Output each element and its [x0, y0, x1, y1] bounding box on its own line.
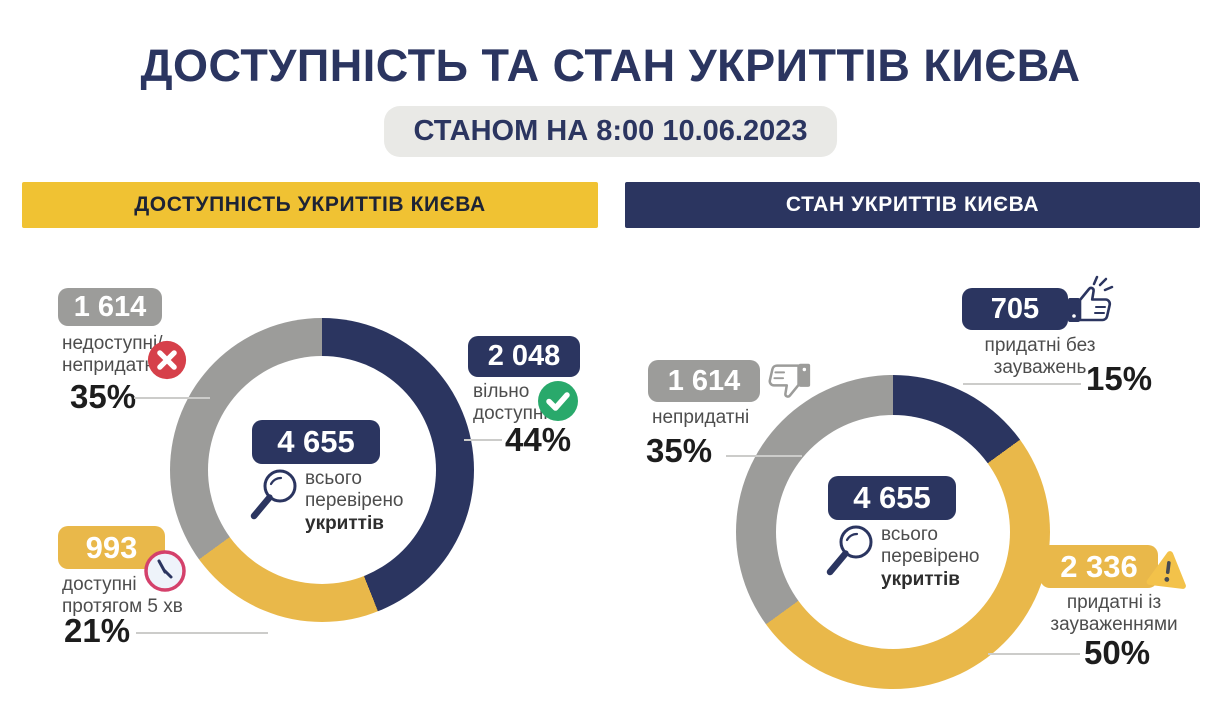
warning-triangle-icon: [1146, 551, 1186, 589]
suitable-with-remarks-label: придатні із зауваженнями: [1050, 592, 1178, 636]
accessible-5min-percent: 21%: [64, 612, 131, 649]
report-timestamp-badge: СТАНОМ НА 8:00 10.06.2023: [383, 106, 838, 157]
page-title: ДОСТУПНІСТЬ ТА СТАН УКРИТТІВ КИЄВА: [140, 40, 1081, 91]
connector-line: [134, 397, 210, 399]
unsuitable-percent: 35%: [646, 432, 713, 469]
check-circle-icon: [538, 381, 578, 421]
donut-hole: [776, 415, 1010, 649]
unavailable-count-badge: 1 614: [58, 288, 162, 326]
unsuitable-count-badge: 1 614: [648, 360, 760, 402]
condition-donut-chart: [736, 375, 1050, 689]
x-circle-icon: [147, 340, 187, 380]
unsuitable-label: непридатні: [652, 407, 750, 428]
availability-donut-chart: [170, 318, 474, 622]
clock-icon: [144, 550, 186, 592]
suitable-count-badge: 705: [962, 288, 1068, 330]
total-shelters-caption: всього перевірено укриттів: [881, 524, 980, 590]
unavailable-label: недоступні/ непридатні: [62, 333, 163, 377]
thumbs-up-icon: [1068, 275, 1114, 322]
condition-section-header: СТАН УКРИТТІВ КИЄВА: [625, 182, 1200, 228]
donut-hole: [208, 356, 436, 584]
accessible-percent: 44%: [505, 421, 572, 458]
total-shelters-badge: 4 655: [828, 476, 956, 520]
connector-line: [988, 653, 1080, 655]
suitable-label: придатні без зауважень: [984, 335, 1096, 379]
total-shelters-badge: 4 655: [252, 420, 380, 464]
connector-line: [136, 632, 268, 634]
connector-line: [464, 439, 502, 441]
total-shelters-caption: всього перевірено укриттів: [305, 468, 404, 534]
suitable-percent: 15%: [1086, 360, 1153, 397]
accessible-5min-count-badge: 993: [58, 526, 165, 569]
unavailable-percent: 35%: [70, 378, 137, 415]
connector-line: [963, 383, 1081, 385]
thumbs-down-icon: [768, 363, 811, 398]
connector-line: [726, 455, 802, 457]
accessible-5min-label: доступні протягом 5 хв: [62, 574, 183, 618]
magnifier-icon: [826, 525, 873, 576]
accessible-label: вільно доступні: [473, 381, 548, 425]
suitable-with-remarks-count-badge: 2 336: [1040, 545, 1158, 588]
suitable-with-remarks-percent: 50%: [1084, 634, 1151, 671]
magnifier-icon: [250, 469, 297, 520]
availability-section-header: ДОСТУПНІСТЬ УКРИТТІВ КИЄВА: [22, 182, 598, 228]
accessible-count-badge: 2 048: [468, 336, 580, 377]
